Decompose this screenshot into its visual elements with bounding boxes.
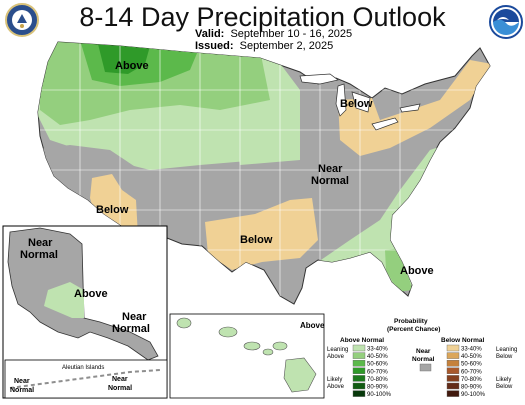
legend-above-bin-label: 33-40% (367, 347, 388, 353)
label-ak-above: Above (74, 288, 108, 300)
label-below-mi: Below (340, 98, 373, 110)
legend-near-swatch (419, 363, 432, 372)
label-aleut-near-1a: Near (14, 378, 30, 385)
legend-below-header: Below Normal (441, 337, 485, 344)
valid-value: September 10 - 16, 2025 (230, 28, 353, 40)
legend: Probability (Percent Chance) Above Norma… (327, 318, 517, 398)
legend-below-bin-swatch (446, 375, 460, 382)
legend-above-header: Above Normal (340, 337, 384, 344)
valid-label: Valid: (195, 28, 225, 40)
alaska-above-area (44, 282, 84, 318)
issued-label: Issued: (195, 40, 234, 52)
issued-value: September 2, 2025 (239, 40, 334, 52)
legend-title-1: Probability (394, 318, 428, 325)
legend-below-rows: 33-40%40-50% 50-60%60-70% 70-80% 80-90%90-1… (446, 344, 486, 398)
noaa-logo-graphic (493, 9, 519, 35)
legend-above-bin-swatch (352, 375, 366, 382)
label-hawaii-above: Above (300, 321, 325, 330)
legend-below-bin-swatch (446, 344, 460, 352)
aleutian-title: Aleutian Islands (62, 365, 104, 371)
label-below-sw: Below (96, 204, 129, 216)
legend-near-header-1: Near (416, 348, 431, 355)
label-aleut-near-1b: Normal (10, 387, 34, 394)
legend-likely-above-2: Above (327, 384, 345, 390)
issued-date: Issued: September 2, 2025 (195, 40, 333, 52)
legend-above-bin-label: 90-100% (367, 392, 392, 398)
legend-leaning-below-1: Leaning (496, 347, 517, 353)
legend-below-bin-swatch (446, 360, 460, 367)
legend-above-bin-label: 80-90% (367, 385, 388, 391)
area-above-40-50-fl (385, 248, 412, 292)
area-above-60-70-nw (98, 44, 150, 74)
legend-leaning-above-1: Leaning (327, 347, 348, 353)
legend-above-bin-label: 60-70% (367, 369, 388, 375)
legend-above-bin-label: 50-60% (367, 362, 388, 368)
legend-likely-below-1: Likely (496, 377, 511, 383)
label-above-nw: Above (115, 60, 149, 72)
label-aleut-near-2b: Normal (108, 385, 132, 392)
map-title: 8-14 Day Precipitation Outlook (79, 2, 446, 32)
label-near-1: Near (318, 163, 343, 175)
legend-leaning-below-2: Below (496, 354, 513, 360)
legend-above-bin-swatch (352, 382, 366, 390)
area-above-33-40-plains (230, 100, 300, 165)
legend-above-bin-swatch (352, 352, 366, 359)
legend-below-bin-label: 60-70% (461, 369, 482, 375)
great-lakes (299, 73, 421, 131)
doc-seal-icon (5, 3, 39, 37)
legend-likely-above-1: Likely (327, 377, 342, 383)
legend-above-bin-swatch (352, 344, 366, 352)
label-above-fl: Above (400, 265, 434, 277)
legend-below-bin-swatch (446, 382, 460, 390)
label-ak-near-1: Near (28, 237, 53, 249)
valid-dates: Valid: September 10 - 16, 2025 (195, 28, 352, 40)
legend-below-bin-label: 80-90% (461, 385, 482, 391)
label-ak-near-2: Normal (20, 249, 58, 261)
legend-below-bin-label: 90-100% (461, 392, 486, 398)
legend-leaning-above-2: Above (327, 354, 345, 360)
legend-below-bin-swatch (446, 352, 460, 359)
legend-below-bin-swatch (446, 367, 460, 374)
legend-above-bin-label: 70-80% (367, 377, 388, 383)
hawaii-islands (176, 317, 317, 393)
noaa-logo-icon (489, 5, 523, 39)
legend-below-bin-label: 33-40% (461, 347, 482, 353)
legend-above-rows: 33-40%40-50% 50-60%60-70% 70-80% 80-90%90-1… (352, 344, 392, 398)
legend-below-bin-label: 70-80% (461, 377, 482, 383)
label-near-2: Normal (311, 175, 349, 187)
legend-below-bin-swatch (446, 390, 460, 397)
legend-likely-below-2: Below (496, 384, 513, 390)
legend-above-bin-swatch (352, 360, 366, 367)
legend-above-bin-swatch (352, 367, 366, 374)
label-ak-se-near-2: Normal (112, 323, 150, 335)
label-aleut-near-2a: Near (112, 376, 128, 383)
aleutian-inset-frame (4, 359, 168, 399)
legend-below-bin-label: 40-50% (461, 354, 482, 360)
label-ak-se-near-1: Near (122, 311, 147, 323)
legend-above-bin-label: 40-50% (367, 354, 388, 360)
legend-above-bin-swatch (352, 390, 366, 397)
area-below-ne (338, 60, 490, 156)
label-below-tx: Below (240, 234, 273, 246)
legend-below-bin-label: 50-60% (461, 362, 482, 368)
doc-seal-graphic (12, 10, 32, 30)
legend-title-2: (Percent Chance) (387, 326, 440, 333)
aleutian-chain (9, 369, 161, 389)
area-below-tx (205, 198, 318, 270)
legend-near-header-2: Normal (412, 356, 435, 363)
